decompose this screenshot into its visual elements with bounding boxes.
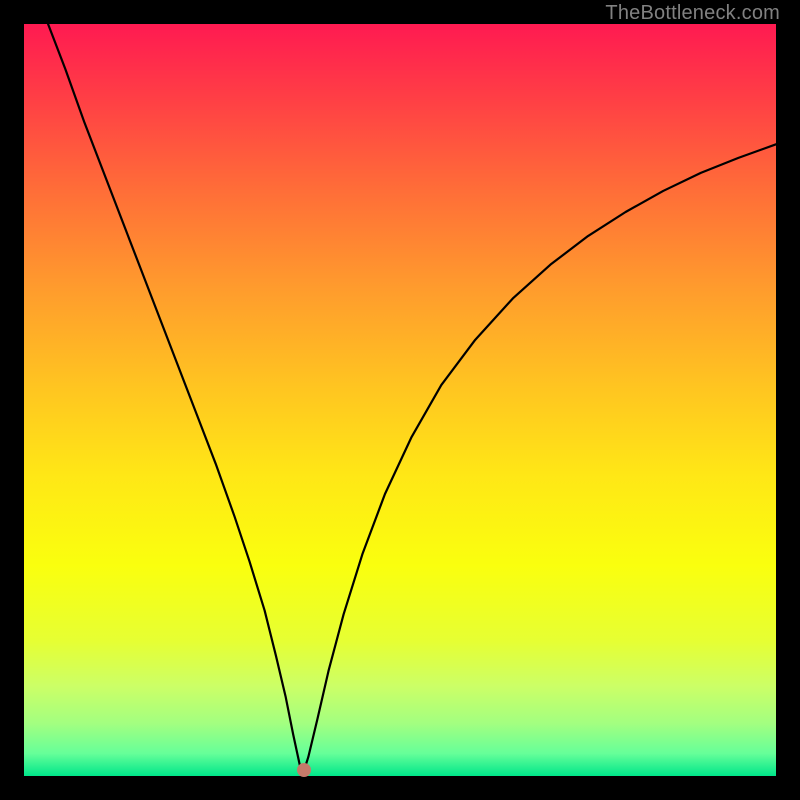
bottleneck-curve: [0, 0, 800, 800]
optimum-marker: [297, 763, 311, 777]
chart-container: TheBottleneck.com: [0, 0, 800, 800]
watermark-text: TheBottleneck.com: [605, 2, 780, 25]
